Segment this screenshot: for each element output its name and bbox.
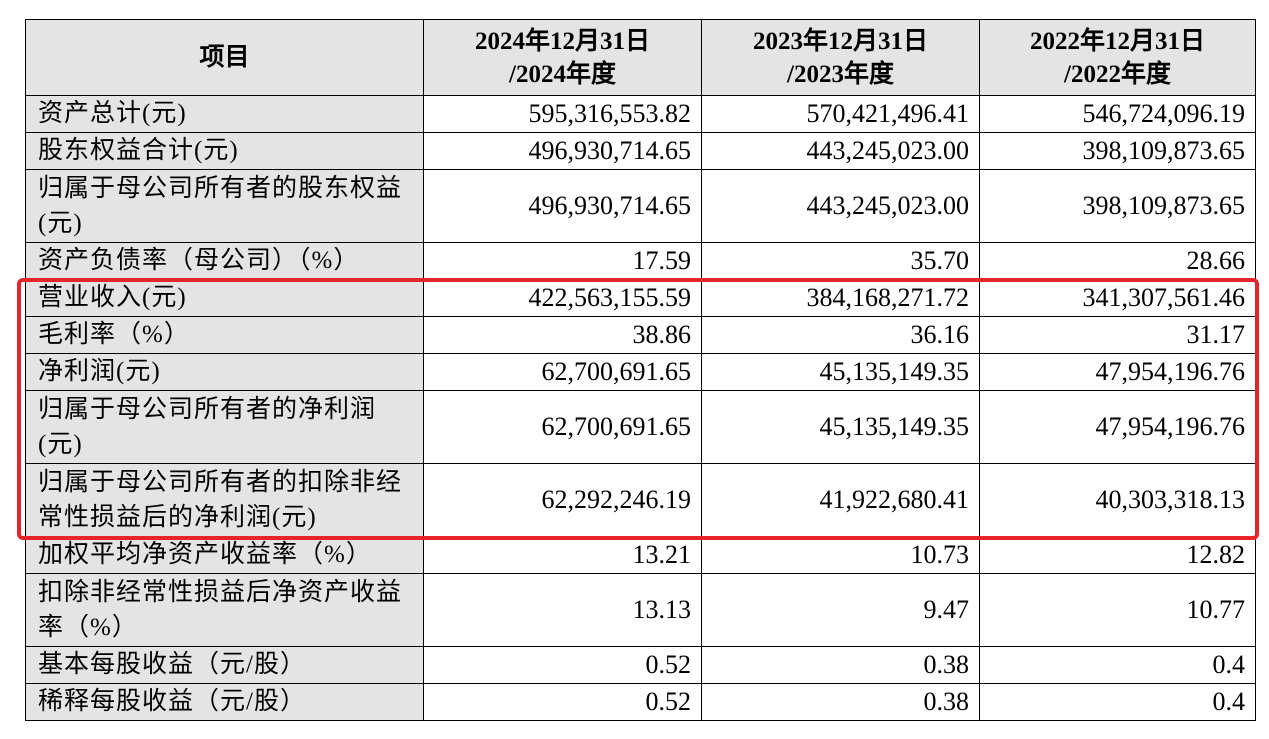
value-2023: 570,421,496.41	[701, 95, 980, 133]
value-2023: 45,135,149.35	[701, 390, 980, 464]
value-2024: 595,316,553.82	[423, 95, 702, 133]
table-row: 资产负债率（母公司）（%） 17.59 35.70 28.66	[25, 242, 1256, 280]
header-2023-line1: 2023年12月31日	[752, 27, 928, 55]
row-label: 归属于母公司所有者的股东权益(元)	[25, 169, 424, 243]
value-2023: 35.70	[701, 242, 980, 280]
row-label: 归属于母公司所有者的净利润(元)	[25, 390, 424, 464]
header-2022-line1: 2022年12月31日	[1029, 27, 1205, 55]
table-row: 加权平均净资产收益率（%） 13.21 10.73 12.82	[25, 536, 1256, 574]
value-2024: 62,292,246.19	[423, 463, 702, 537]
value-2024: 496,930,714.65	[423, 132, 702, 170]
value-2024: 13.21	[423, 536, 702, 574]
financial-table-wrapper: 项目 2024年12月31日 /2024年度 2023年12月31日 /2023…	[25, 19, 1256, 721]
value-2023: 9.47	[701, 573, 980, 647]
value-2024: 0.52	[423, 646, 702, 684]
value-2022: 47,954,196.76	[979, 353, 1256, 391]
value-2022: 47,954,196.76	[979, 390, 1256, 464]
value-2024: 13.13	[423, 573, 702, 647]
table-row: 股东权益合计(元) 496,930,714.65 443,245,023.00 …	[25, 132, 1256, 170]
value-2023: 0.38	[701, 683, 980, 721]
header-2023-line2: /2023年度	[787, 60, 894, 88]
row-label: 股东权益合计(元)	[25, 132, 424, 170]
value-2023: 443,245,023.00	[701, 132, 980, 170]
row-label: 资产负债率（母公司）（%）	[25, 242, 424, 280]
table-row-highlighted: 净利润(元) 62,700,691.65 45,135,149.35 47,95…	[25, 353, 1256, 391]
value-2024: 17.59	[423, 242, 702, 280]
row-label: 加权平均净资产收益率（%）	[25, 536, 424, 574]
value-2022: 31.17	[979, 316, 1256, 354]
value-2022: 10.77	[979, 573, 1256, 647]
value-2023: 45,135,149.35	[701, 353, 980, 391]
value-2024: 62,700,691.65	[423, 390, 702, 464]
header-item: 项目	[25, 19, 424, 96]
row-label: 毛利率（%）	[25, 316, 424, 354]
row-label: 营业收入(元)	[25, 279, 424, 317]
value-2022: 398,109,873.65	[979, 132, 1256, 170]
financial-data-table: 项目 2024年12月31日 /2024年度 2023年12月31日 /2023…	[25, 19, 1256, 721]
table-header-row: 项目 2024年12月31日 /2024年度 2023年12月31日 /2023…	[25, 19, 1256, 96]
value-2022: 0.4	[979, 646, 1256, 684]
table-row: 稀释每股收益（元/股） 0.52 0.38 0.4	[25, 683, 1256, 721]
table-row-highlighted: 归属于母公司所有者的扣除非经常性损益后的净利润(元) 62,292,246.19…	[25, 463, 1256, 537]
value-2022: 28.66	[979, 242, 1256, 280]
header-2022-line2: /2022年度	[1064, 60, 1171, 88]
row-label: 扣除非经常性损益后净资产收益率（%）	[25, 573, 424, 647]
value-2023: 36.16	[701, 316, 980, 354]
value-2024: 496,930,714.65	[423, 169, 702, 243]
value-2024: 38.86	[423, 316, 702, 354]
header-2024-line2: /2024年度	[509, 60, 616, 88]
row-label: 稀释每股收益（元/股）	[25, 683, 424, 721]
value-2023: 41,922,680.41	[701, 463, 980, 537]
value-2024: 422,563,155.59	[423, 279, 702, 317]
row-label: 资产总计(元)	[25, 95, 424, 133]
row-label: 净利润(元)	[25, 353, 424, 391]
table-row: 归属于母公司所有者的股东权益(元) 496,930,714.65 443,245…	[25, 169, 1256, 243]
value-2022: 0.4	[979, 683, 1256, 721]
value-2022: 12.82	[979, 536, 1256, 574]
value-2023: 443,245,023.00	[701, 169, 980, 243]
header-2024-line1: 2024年12月31日	[474, 27, 650, 55]
value-2022: 40,303,318.13	[979, 463, 1256, 537]
header-2023: 2023年12月31日 /2023年度	[701, 19, 980, 96]
table-row: 扣除非经常性损益后净资产收益率（%） 13.13 9.47 10.77	[25, 573, 1256, 647]
row-label: 归属于母公司所有者的扣除非经常性损益后的净利润(元)	[25, 463, 424, 537]
value-2023: 0.38	[701, 646, 980, 684]
table-row-highlighted: 营业收入(元) 422,563,155.59 384,168,271.72 34…	[25, 279, 1256, 317]
value-2022: 341,307,561.46	[979, 279, 1256, 317]
table-row: 资产总计(元) 595,316,553.82 570,421,496.41 54…	[25, 95, 1256, 133]
value-2024: 62,700,691.65	[423, 353, 702, 391]
value-2022: 398,109,873.65	[979, 169, 1256, 243]
value-2023: 384,168,271.72	[701, 279, 980, 317]
table-row: 基本每股收益（元/股） 0.52 0.38 0.4	[25, 646, 1256, 684]
table-row-highlighted: 毛利率（%） 38.86 36.16 31.17	[25, 316, 1256, 354]
table-row-highlighted: 归属于母公司所有者的净利润(元) 62,700,691.65 45,135,14…	[25, 390, 1256, 464]
value-2024: 0.52	[423, 683, 702, 721]
value-2023: 10.73	[701, 536, 980, 574]
header-2024: 2024年12月31日 /2024年度	[423, 19, 702, 96]
value-2022: 546,724,096.19	[979, 95, 1256, 133]
header-2022: 2022年12月31日 /2022年度	[979, 19, 1256, 96]
row-label: 基本每股收益（元/股）	[25, 646, 424, 684]
